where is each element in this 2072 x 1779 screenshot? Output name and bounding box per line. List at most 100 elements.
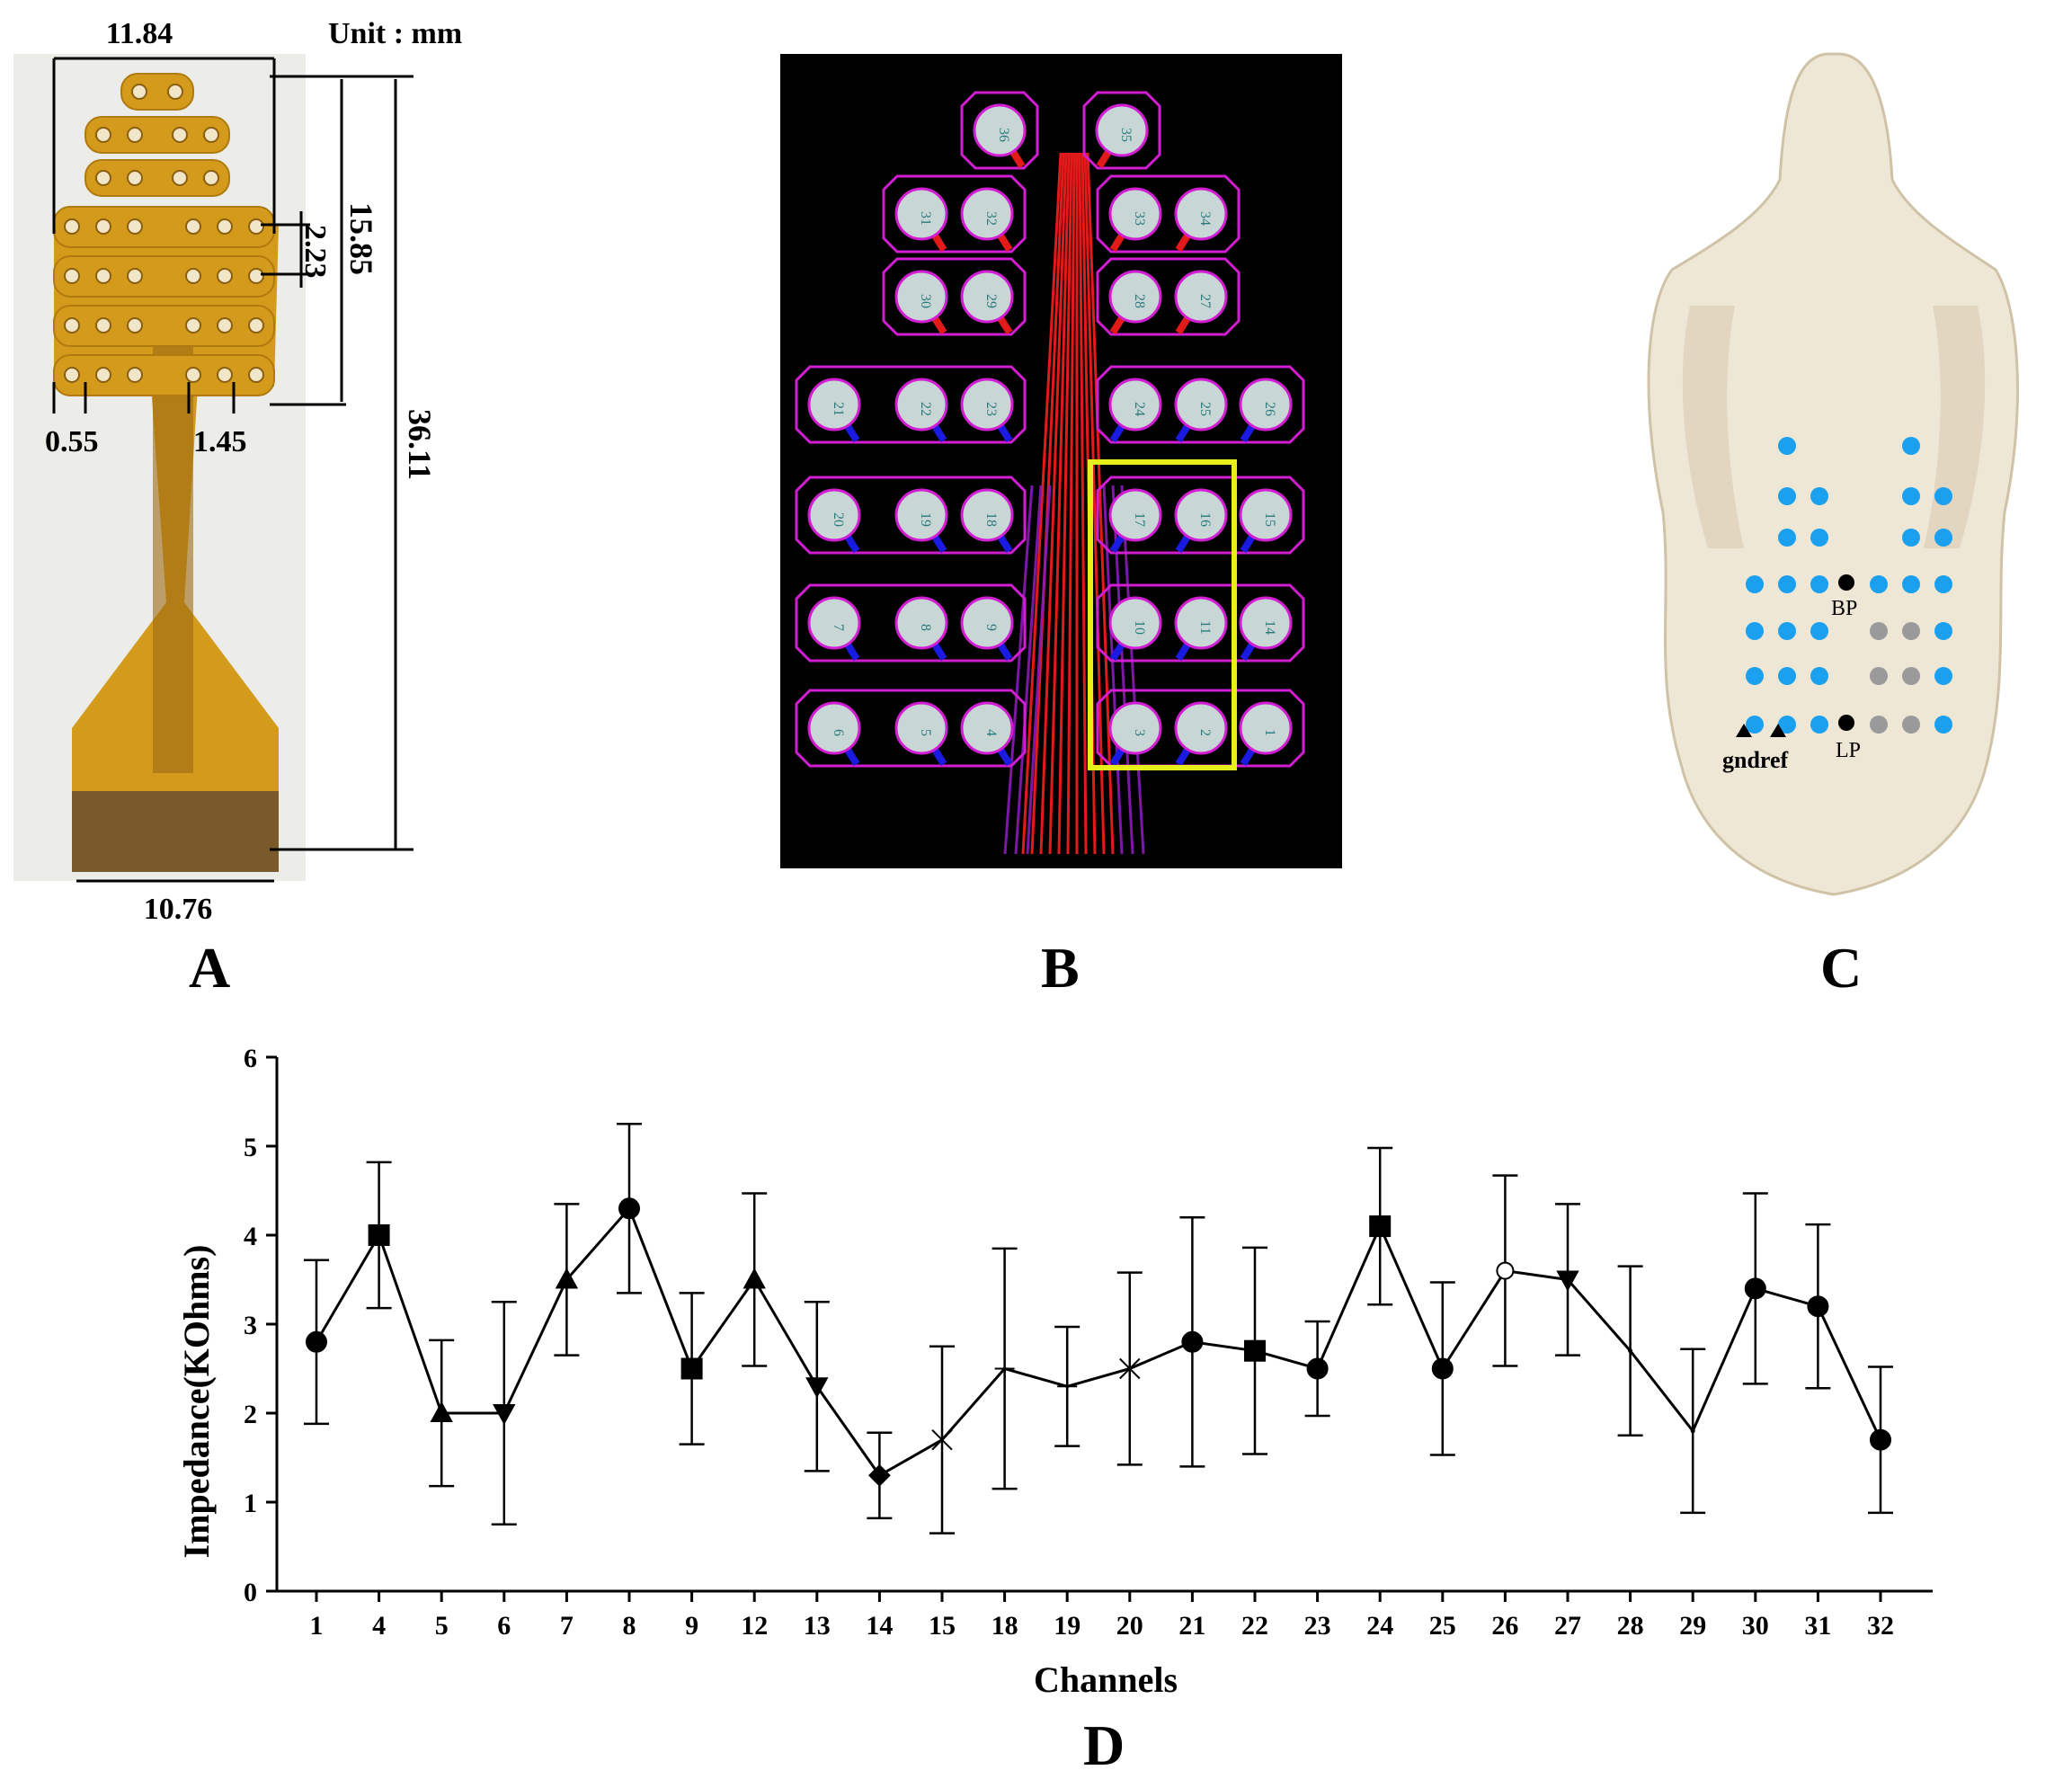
data-point <box>1870 1428 1891 1451</box>
pad-outline <box>1082 91 1161 170</box>
pad-number: 20 <box>831 512 846 527</box>
pcb-pad: 20 <box>807 488 861 554</box>
electrode-dot <box>1902 575 1920 593</box>
electrode-dot <box>1902 667 1920 685</box>
pad-circle <box>1108 187 1162 241</box>
dimension-lines <box>52 57 414 883</box>
pad-circle <box>1108 596 1162 650</box>
pad-circle <box>894 488 948 542</box>
pcb-pad: 14 <box>1239 596 1293 662</box>
data-point <box>1181 1330 1204 1353</box>
x-tick-label: 27 <box>1554 1611 1581 1641</box>
dim-array-height: 15.85 <box>343 202 379 275</box>
pad-number: 33 <box>1132 211 1147 226</box>
pad-circle <box>960 270 1014 324</box>
electrode-dot <box>1778 529 1796 547</box>
pad-outline <box>960 91 1039 170</box>
pad-circle <box>1108 270 1162 324</box>
electrode-dot <box>1870 622 1888 640</box>
pad-number: 19 <box>918 512 933 527</box>
x-tick-label: 32 <box>1867 1611 1894 1641</box>
pad-circle <box>1239 488 1293 542</box>
pad-number: 4 <box>983 729 999 736</box>
data-point <box>1119 1357 1141 1380</box>
electrode-dot <box>1934 487 1952 505</box>
pad-outline <box>795 476 1027 555</box>
pad-circle <box>1239 701 1293 755</box>
pcb-pad: 27 <box>1174 270 1228 335</box>
pad-circle <box>807 701 861 755</box>
x-tick-label: 8 <box>623 1611 636 1641</box>
pcb-pad: 15 <box>1239 488 1293 554</box>
x-tick-label: 23 <box>1304 1611 1331 1641</box>
pad-outline <box>882 257 1027 336</box>
pad-number: 1 <box>1262 729 1277 736</box>
pad-outline <box>882 174 1027 254</box>
x-tick-labels: 1 4 5 6 7 8 9 12 13 14 15 18 19 20 21 22 23 24 25 26 27 28 29 3… <box>310 1611 1895 1641</box>
panel-label-c: C <box>1820 936 1863 1000</box>
electrode-dot <box>1778 667 1796 685</box>
pcb-pad: 16 <box>1174 488 1228 554</box>
pad-number: 15 <box>1262 512 1277 527</box>
x-tick-label: 6 <box>497 1611 511 1641</box>
pad-number: 16 <box>1197 512 1213 527</box>
data-point <box>1057 1376 1078 1397</box>
pad-circle <box>807 378 861 431</box>
pcb-pad: 35 <box>1095 103 1149 169</box>
x-tick-label: 31 <box>1804 1611 1831 1641</box>
chart-axes <box>266 1055 1933 1602</box>
electrode-dot <box>1902 529 1920 547</box>
pad-outline <box>1096 689 1305 768</box>
gndref-label: gndref <box>1722 747 1789 773</box>
pad-number: 31 <box>918 211 933 226</box>
x-tick-label: 30 <box>1742 1611 1769 1641</box>
electrode-dot <box>1934 575 1952 593</box>
x-tick-label: 7 <box>560 1611 574 1641</box>
pcb-pad: 31 <box>894 187 948 253</box>
pad-number: 29 <box>983 294 999 308</box>
pcb-pad: 34 <box>1174 187 1228 253</box>
impedance-series-line <box>315 1205 1882 1478</box>
pad-circle <box>1174 187 1228 241</box>
x-tick-label: 28 <box>1617 1611 1644 1641</box>
dim-pitch-vertical: 2.23 <box>298 225 332 279</box>
pad-number: 9 <box>983 624 999 631</box>
pad-number: 30 <box>918 294 933 308</box>
data-point <box>1306 1357 1329 1380</box>
pad-circle <box>960 596 1014 650</box>
pcb-pad: 32 <box>960 187 1014 253</box>
electrode-dot <box>1746 716 1764 734</box>
pad-number: 2 <box>1197 729 1213 736</box>
data-point <box>680 1357 703 1380</box>
pad-number: 18 <box>983 512 999 527</box>
pad-outline <box>795 365 1027 444</box>
unit-label: Unit : mm <box>328 17 462 50</box>
pad-circle <box>1095 103 1149 157</box>
pad-circle <box>960 378 1014 431</box>
pad-number: 10 <box>1132 620 1147 635</box>
pad-outline <box>795 689 1027 768</box>
pad-number: 36 <box>996 128 1011 142</box>
pcb-pad: 4 <box>960 701 1014 767</box>
x-tick-label: 12 <box>741 1611 768 1641</box>
pad-number: 21 <box>831 402 846 416</box>
pcb-pad: 19 <box>894 488 948 554</box>
pcb-pad: 17 <box>1108 488 1162 554</box>
electrode-dot <box>1902 716 1920 734</box>
dim-connector-width: 10.76 <box>144 893 213 926</box>
x-tick-label: 14 <box>866 1611 893 1641</box>
pad-circle <box>894 187 948 241</box>
bp-label: BP <box>1831 597 1857 620</box>
pad-number: 14 <box>1262 620 1277 635</box>
electrode-array <box>1746 437 1952 734</box>
flex-electrode <box>53 73 279 872</box>
electrode-dot <box>1746 575 1764 593</box>
pad-circle <box>973 103 1027 157</box>
pad-outline <box>1096 365 1305 444</box>
dim-total-length: 36.11 <box>402 409 438 480</box>
electrode-dot <box>1902 487 1920 505</box>
data-point <box>1244 1339 1266 1362</box>
chart-error-bars <box>304 1123 1893 1534</box>
